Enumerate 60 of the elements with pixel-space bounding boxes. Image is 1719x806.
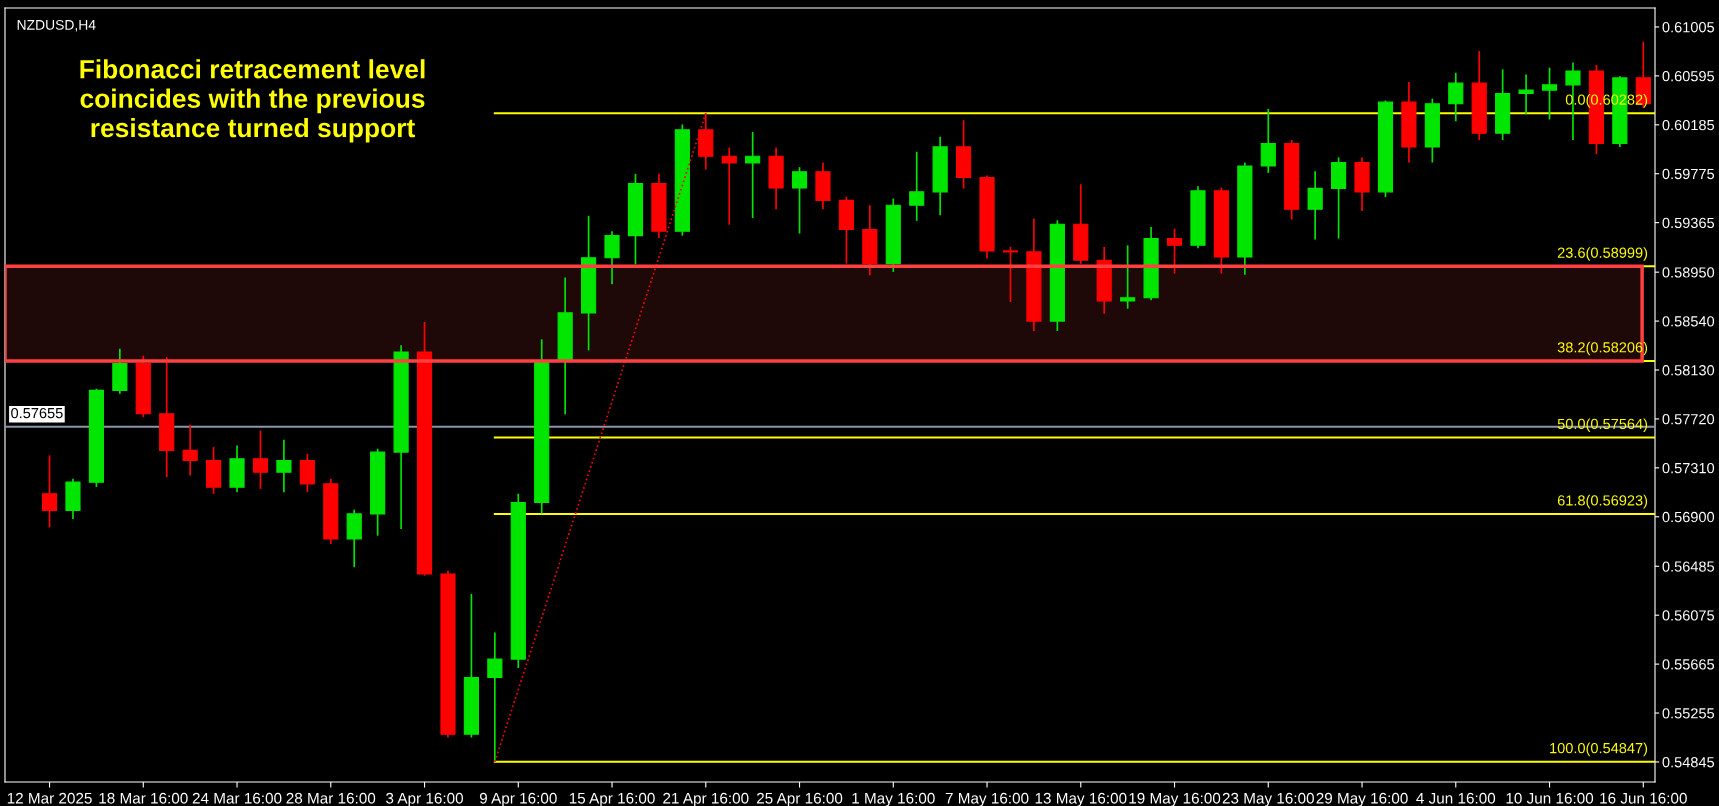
candlestick [252,429,269,490]
candlestick [745,131,761,219]
x-tick-label: 9 Apr 16:00 [479,792,557,806]
y-tick-label: 0.57720 [1662,414,1715,425]
y-tick-label: 0.60185 [1662,119,1715,131]
x-tick-label: 13 May 16:00 [1035,792,1127,806]
candlestick [1307,170,1323,241]
x-tick-label: 25 Apr 16:00 [756,792,843,806]
candlestick [487,631,503,763]
x-tick-label: 3 Apr 16:00 [386,792,464,806]
y-tick-label: 0.59365 [1662,217,1715,229]
y-tick-label: 0.58950 [1662,267,1715,278]
x-tick-label: 12 Mar 2025 [7,792,92,804]
candlestick [1260,108,1276,174]
x-tick-label: 23 May 16:00 [1222,792,1314,806]
y-tick-label: 0.55665 [1662,659,1715,670]
text: NZDUSD,H4 [17,19,96,32]
x-tick-label: 18 Mar 16:00 [99,792,188,804]
ref-line-label: 0.57655 [11,407,63,419]
x-tick-label: 19 May 16:00 [1129,792,1221,806]
x-tick-label: 24 Mar 16:00 [192,792,282,804]
x-tick-label: 4 Jun 16:00 [1416,792,1496,804]
x-tick-label: 7 May 16:00 [945,792,1029,806]
candlestick [276,438,292,494]
x-tick-label: 21 Apr 16:00 [663,792,749,806]
candlestick [182,423,198,477]
ref-line-label: 100.0(0.54847) [1550,742,1648,757]
candlestick [1541,66,1558,121]
x-tick-label: 10 Jun 16:00 [1506,792,1594,804]
candlestick [1518,73,1534,116]
y-tick-label: 0.60595 [1662,70,1715,82]
ref-line-label: 23.6(0.58999) [1557,247,1648,261]
y-tick-label: 0.58540 [1662,316,1715,327]
y-tick-label: 0.57310 [1662,462,1715,474]
y-tick-label: 0.56075 [1662,610,1715,621]
x-tick-label: 16 Jun 16:00 [1600,792,1687,804]
x-tick-label: 1 May 16:00 [852,792,935,806]
y-tick-label: 0.59775 [1662,168,1715,180]
x-tick-label: 29 May 16:00 [1316,792,1408,806]
candlestick [1120,244,1136,310]
y-tick-label: 0.54845 [1662,757,1715,768]
candlestick [1166,227,1183,275]
candlestick [299,452,315,494]
x-tick-label: 28 Mar 16:00 [286,792,376,804]
annotation: Fibonacci retracement level coincides with the previous resistance turned support [80,59,425,143]
candlestick [1002,246,1019,303]
candlestick [721,146,737,226]
y-tick-label: 0.61005 [1662,22,1715,33]
candlestick [791,166,808,235]
candlestick [909,150,925,222]
y-tick-label: 0.55255 [1662,708,1715,719]
candlestick [604,230,620,286]
candlestick [1448,71,1464,122]
ref-line-label: 61.8(0.56923) [1557,494,1648,509]
ref-line-label: 0.0(0.60282) [1565,94,1648,108]
candlestick [41,454,58,529]
y-tick-label: 0.56485 [1662,561,1715,572]
y-tick-label: 0.56900 [1662,511,1715,523]
x-tick-label: 15 Apr 16:00 [569,792,655,806]
y-tick-label: 0.58130 [1662,365,1715,376]
